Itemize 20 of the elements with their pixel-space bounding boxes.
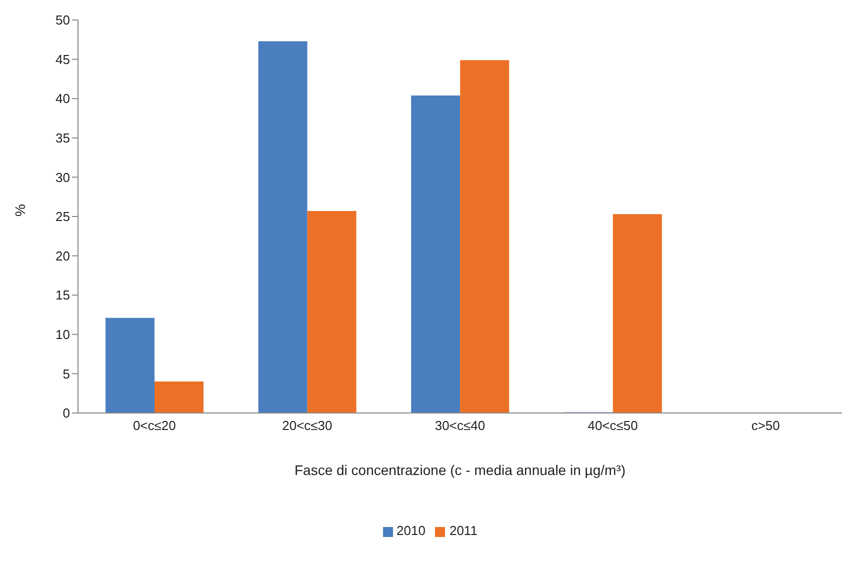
x-tick-label: 0<c≤20 [132, 418, 176, 434]
y-tick-label: 50 [56, 12, 70, 28]
x-tick-label: c>50 [751, 418, 780, 434]
y-tick-label: 30 [56, 170, 70, 185]
x-tick-label: 20<c≤30 [282, 418, 332, 434]
y-tick-label: 45 [56, 52, 70, 67]
y-tick-label: 25 [56, 209, 70, 224]
y-tick-label: 35 [56, 130, 70, 146]
x-tick-label: 30<c≤40 [434, 418, 486, 434]
legend-label: 2010 [396, 523, 426, 538]
y-tick-label: 20 [56, 248, 70, 264]
y-tick-label: 5 [62, 366, 70, 382]
y-axis-title: % [12, 204, 28, 216]
y-tick-label: 15 [56, 288, 70, 303]
y-tick-label: 40 [56, 91, 70, 106]
legend-label: 2011 [449, 523, 478, 538]
y-tick-label: 10 [56, 327, 70, 342]
x-tick-label: 40<c≤50 [588, 418, 638, 434]
y-tick-label: 0 [62, 406, 70, 421]
x-axis-title: Fasce di concentrazione (c - media annuale in µg/m³) [294, 462, 626, 478]
